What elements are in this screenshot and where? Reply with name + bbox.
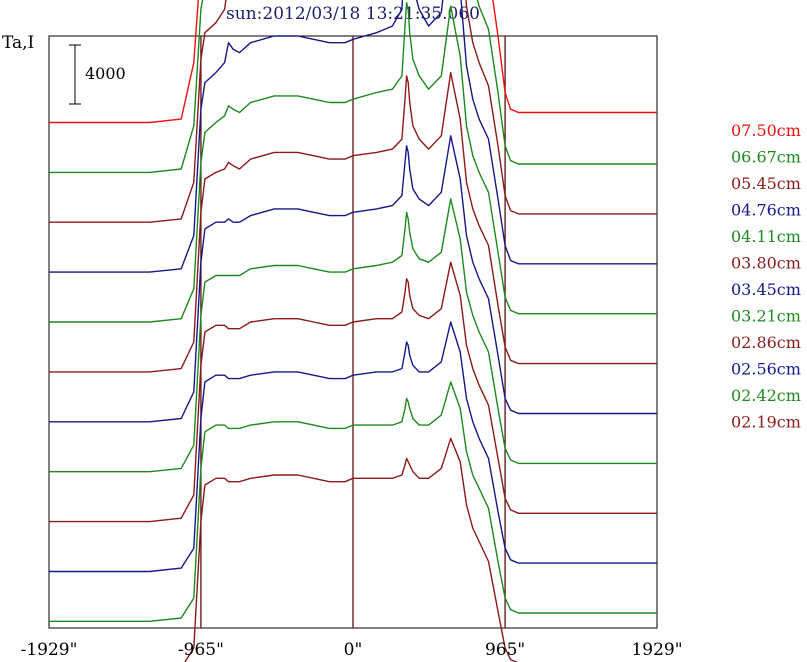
legend-entry-03.80cm: 03.80cm	[731, 254, 801, 273]
legend-entry-06.67cm: 06.67cm	[731, 148, 801, 167]
legend-entry-07.50cm: 07.50cm	[731, 121, 801, 140]
series-line-03.80cm	[49, 71, 657, 373]
legend-entry-03.45cm: 03.45cm	[731, 280, 801, 299]
series-line-04.76cm	[49, 0, 657, 273]
series-line-03.45cm	[49, 135, 657, 423]
legend: 07.50cm 06.67cm 05.45cm 04.76cm 04.11cm 03.80…	[731, 121, 801, 432]
series-line-02.19cm	[184, 437, 519, 662]
vertical-markers	[200, 36, 506, 628]
legend-entry-02.19cm: 02.19cm	[731, 413, 801, 432]
series-line-02.56cm	[49, 321, 657, 573]
series-line-02.42cm	[49, 381, 657, 622]
x-tick-label-1: -965"	[178, 640, 224, 660]
x-tick-label-2: 0"	[344, 640, 363, 660]
x-tick-label-4: 1929"	[631, 640, 682, 660]
series-lines	[49, 0, 657, 662]
x-tick-label-0: -1929"	[21, 640, 78, 660]
scale-bar: 4000	[69, 44, 126, 105]
legend-entry-04.76cm: 04.76cm	[731, 201, 801, 220]
x-tick-label-3: 965"	[485, 640, 525, 660]
legend-entry-02.56cm: 02.56cm	[731, 360, 801, 379]
legend-entry-04.11cm: 04.11cm	[731, 227, 801, 246]
x-tick-labels: -1929" -965" 0" 965" 1929"	[21, 640, 683, 660]
series-line-03.21cm	[49, 198, 657, 473]
legend-entry-02.42cm: 02.42cm	[731, 386, 801, 405]
series-line-02.86cm	[49, 261, 657, 523]
legend-entry-03.21cm: 03.21cm	[731, 307, 801, 326]
chart-title: sun:2012/03/18 13:21:35.060	[226, 4, 480, 24]
series-line-04.11cm	[49, 2, 657, 323]
scale-bar-label: 4000	[85, 64, 126, 83]
legend-entry-02.86cm: 02.86cm	[731, 333, 801, 352]
legend-entry-05.45cm: 05.45cm	[731, 174, 801, 193]
y-axis-label: Ta,I	[2, 33, 34, 53]
series-line-05.45cm	[49, 0, 657, 223]
series-line-06.67cm	[49, 0, 657, 174]
